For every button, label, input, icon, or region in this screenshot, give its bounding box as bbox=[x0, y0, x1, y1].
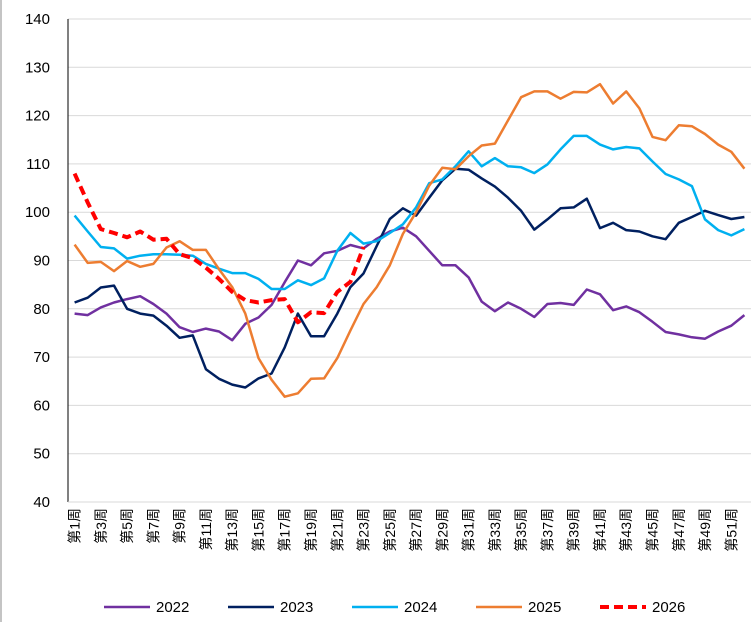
x-tick-label: 第25周 bbox=[382, 508, 398, 552]
x-tick-label: 第47周 bbox=[671, 508, 687, 552]
x-tick-label: 第45周 bbox=[644, 508, 660, 552]
x-tick-label: 第51周 bbox=[723, 508, 739, 552]
legend-label: 2022 bbox=[156, 599, 189, 616]
legend-label: 2024 bbox=[404, 599, 437, 616]
y-tick-label: 50 bbox=[33, 446, 50, 463]
x-tick-label: 第1周 bbox=[67, 508, 83, 544]
x-tick-label: 第27周 bbox=[408, 508, 424, 552]
x-tick-label: 第29周 bbox=[434, 508, 450, 552]
y-tick-label: 70 bbox=[33, 349, 50, 366]
x-tick-label: 第15周 bbox=[250, 508, 266, 552]
x-tick-label: 第17周 bbox=[277, 508, 293, 552]
x-tick-label: 第9周 bbox=[172, 508, 188, 544]
y-tick-label: 120 bbox=[25, 108, 50, 125]
y-tick-label: 60 bbox=[33, 397, 50, 414]
x-tick-label: 第35周 bbox=[513, 508, 529, 552]
x-tick-label: 第39周 bbox=[566, 508, 582, 552]
x-tick-label: 第19周 bbox=[303, 508, 319, 552]
y-tick-label: 130 bbox=[25, 59, 50, 76]
legend-label: 2023 bbox=[280, 599, 313, 616]
x-tick-label: 第37周 bbox=[539, 508, 555, 552]
x-tick-label: 第3周 bbox=[93, 508, 109, 544]
legend-label: 2026 bbox=[652, 599, 685, 616]
x-tick-label: 第21周 bbox=[329, 508, 345, 552]
series-line bbox=[74, 226, 746, 342]
y-tick-label: 110 bbox=[26, 156, 50, 173]
x-tick-label: 第7周 bbox=[145, 508, 161, 544]
x-tick-label: 第31周 bbox=[461, 508, 477, 552]
series-line bbox=[73, 82, 746, 398]
x-tick-label: 第5周 bbox=[119, 508, 135, 544]
x-tick-label: 第41周 bbox=[592, 508, 608, 552]
y-tick-label: 80 bbox=[33, 301, 50, 318]
legend-label: 2025 bbox=[528, 599, 561, 616]
y-tick-label: 140 bbox=[25, 11, 50, 28]
y-tick-label: 100 bbox=[25, 204, 50, 221]
series-line bbox=[74, 167, 745, 389]
series-line bbox=[72, 172, 366, 325]
y-tick-label: 90 bbox=[33, 253, 50, 270]
y-tick-label: 40 bbox=[33, 494, 50, 511]
x-tick-label: 第43周 bbox=[618, 508, 634, 552]
x-tick-label: 第23周 bbox=[356, 508, 372, 552]
x-tick-label: 第13周 bbox=[224, 508, 240, 552]
x-tick-label: 第11周 bbox=[198, 508, 214, 551]
x-tick-label: 第49周 bbox=[697, 508, 713, 552]
x-tick-label: 第33周 bbox=[487, 508, 503, 552]
